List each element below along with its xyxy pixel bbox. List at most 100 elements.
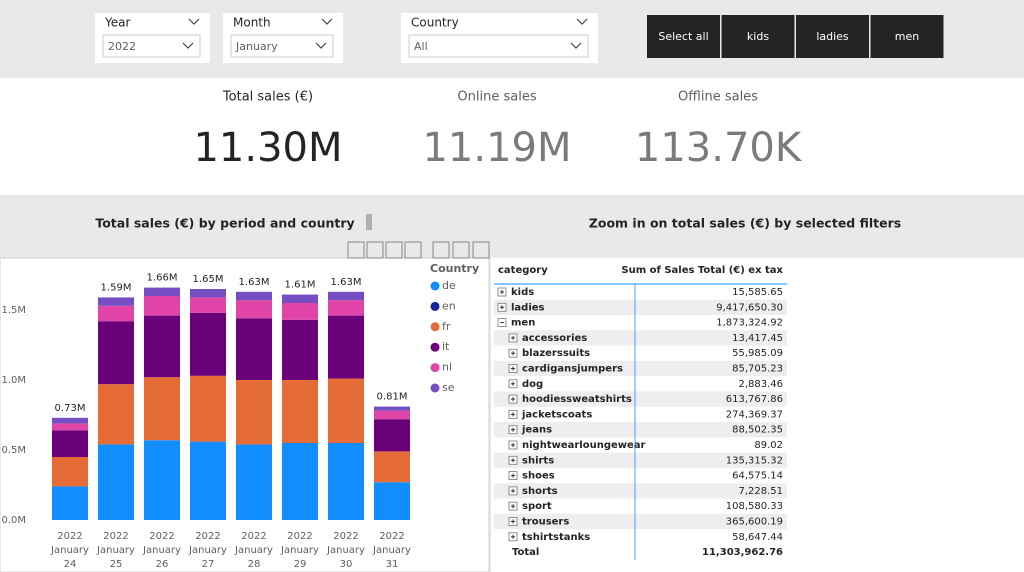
chevron bbox=[315, 42, 327, 49]
legend-swatch bbox=[430, 281, 440, 291]
row-stripe bbox=[494, 330, 787, 346]
y-tick-label: 1.0M bbox=[1, 375, 26, 386]
x-tick-label: January bbox=[326, 545, 365, 556]
row-category: trousers bbox=[522, 517, 569, 528]
x-tick-label: 29 bbox=[294, 559, 307, 570]
column-header: category bbox=[498, 265, 548, 276]
kpi-label: Online sales bbox=[457, 90, 536, 105]
bar-segment bbox=[328, 300, 364, 316]
row-category: cardigansjumpers bbox=[522, 364, 623, 375]
row-category: dog bbox=[522, 379, 543, 390]
row-category: sport bbox=[522, 501, 552, 512]
slicer-button[interactable] bbox=[647, 15, 720, 58]
total-label: 1.59M bbox=[101, 282, 132, 293]
slicer-button[interactable] bbox=[796, 15, 869, 58]
bar-segment bbox=[328, 291, 364, 301]
bar-segment bbox=[282, 443, 318, 520]
bar-segment bbox=[144, 315, 180, 378]
row-stripe bbox=[494, 422, 787, 438]
row-value: 15,585.65 bbox=[732, 287, 783, 298]
y-tick-label: 0.5M bbox=[1, 445, 26, 456]
bar-segment bbox=[52, 430, 88, 457]
dropdown[interactable] bbox=[102, 34, 201, 58]
total-label: 1.65M bbox=[193, 274, 224, 285]
row-stripe bbox=[494, 391, 787, 407]
legend-swatch bbox=[430, 363, 440, 373]
dropdown[interactable] bbox=[230, 34, 334, 58]
row-category: blazerssuits bbox=[522, 348, 590, 359]
x-tick-label: 31 bbox=[386, 559, 399, 570]
toolbar-icon[interactable] bbox=[452, 241, 470, 259]
dropdown[interactable] bbox=[408, 34, 589, 58]
y-tick-label: 0.0M bbox=[1, 515, 26, 526]
x-tick-label: 27 bbox=[202, 559, 215, 570]
total-label: 0.81M bbox=[377, 392, 408, 403]
x-tick-label: January bbox=[234, 545, 273, 556]
row-value: 2,883.46 bbox=[738, 379, 783, 390]
slicer-button[interactable] bbox=[721, 15, 795, 58]
row-category: shirts bbox=[522, 455, 554, 466]
x-tick-label: 24 bbox=[64, 559, 77, 570]
toolbar-icon[interactable] bbox=[472, 241, 490, 259]
bar-segment bbox=[236, 380, 272, 445]
slicer-button[interactable] bbox=[870, 15, 944, 58]
bar-segment bbox=[236, 300, 272, 319]
legend-label: en bbox=[442, 299, 456, 312]
bar-segment bbox=[374, 482, 410, 520]
bar-segment bbox=[98, 297, 134, 306]
toolbar-icon[interactable] bbox=[404, 241, 422, 259]
bar-segment bbox=[328, 378, 364, 443]
bar-segment bbox=[52, 417, 88, 424]
row-value: 108,580.33 bbox=[726, 501, 783, 512]
total-label: 1.63M bbox=[239, 277, 270, 288]
toolbar-icon[interactable] bbox=[432, 241, 450, 259]
toolbar-icon[interactable] bbox=[347, 241, 365, 259]
total-label: 1.61M bbox=[285, 280, 316, 291]
x-tick-label: 2022 bbox=[195, 531, 220, 542]
bar-segment bbox=[374, 451, 410, 483]
bar-segment bbox=[190, 441, 226, 520]
x-tick-label: 26 bbox=[156, 559, 169, 570]
x-tick-label: January bbox=[188, 545, 227, 556]
x-tick-label: 28 bbox=[248, 559, 261, 570]
row-value: 9,417,650.30 bbox=[716, 302, 783, 313]
legend-label: se bbox=[442, 381, 455, 394]
row-category: jeans bbox=[521, 425, 552, 436]
chevron bbox=[321, 18, 333, 25]
total-label: 0.73M bbox=[55, 403, 86, 414]
legend-label: nl bbox=[442, 361, 452, 374]
filter-label: Month bbox=[233, 16, 271, 30]
chevron bbox=[182, 42, 194, 49]
row-value: 85,705.23 bbox=[732, 364, 783, 375]
bar-segment bbox=[236, 318, 272, 380]
row-category: jacketscoats bbox=[521, 409, 592, 420]
legend-swatch bbox=[430, 322, 440, 332]
dropdown-value: January bbox=[235, 40, 278, 53]
legend-label: de bbox=[442, 279, 456, 292]
bar-segment bbox=[374, 410, 410, 420]
legend-label: fr bbox=[442, 320, 451, 333]
legend-swatch bbox=[430, 301, 440, 311]
toolbar-icon[interactable] bbox=[385, 241, 403, 259]
x-tick-label: 2022 bbox=[57, 531, 82, 542]
row-value: 13,417.45 bbox=[732, 333, 783, 344]
kpi-band bbox=[0, 78, 1024, 195]
bar-segment bbox=[374, 419, 410, 452]
total-value: 11,303,962.76 bbox=[702, 547, 783, 558]
bar-segment bbox=[98, 444, 134, 520]
kpi-value: 113.70K bbox=[635, 125, 803, 171]
kpi-label: Offline sales bbox=[678, 90, 758, 105]
x-tick-label: 2022 bbox=[287, 531, 312, 542]
bar-segment bbox=[374, 406, 410, 411]
toolbar-icon[interactable] bbox=[366, 241, 384, 259]
legend-label: it bbox=[442, 340, 450, 353]
x-tick-label: 25 bbox=[110, 559, 123, 570]
total-category: Total bbox=[512, 547, 539, 558]
button-label: kids bbox=[747, 30, 769, 43]
bar-segment bbox=[190, 312, 226, 376]
row-value: 1,873,324.92 bbox=[716, 318, 783, 329]
bar-segment bbox=[328, 315, 364, 379]
x-tick-label: January bbox=[280, 545, 319, 556]
bar-segment bbox=[98, 305, 134, 322]
